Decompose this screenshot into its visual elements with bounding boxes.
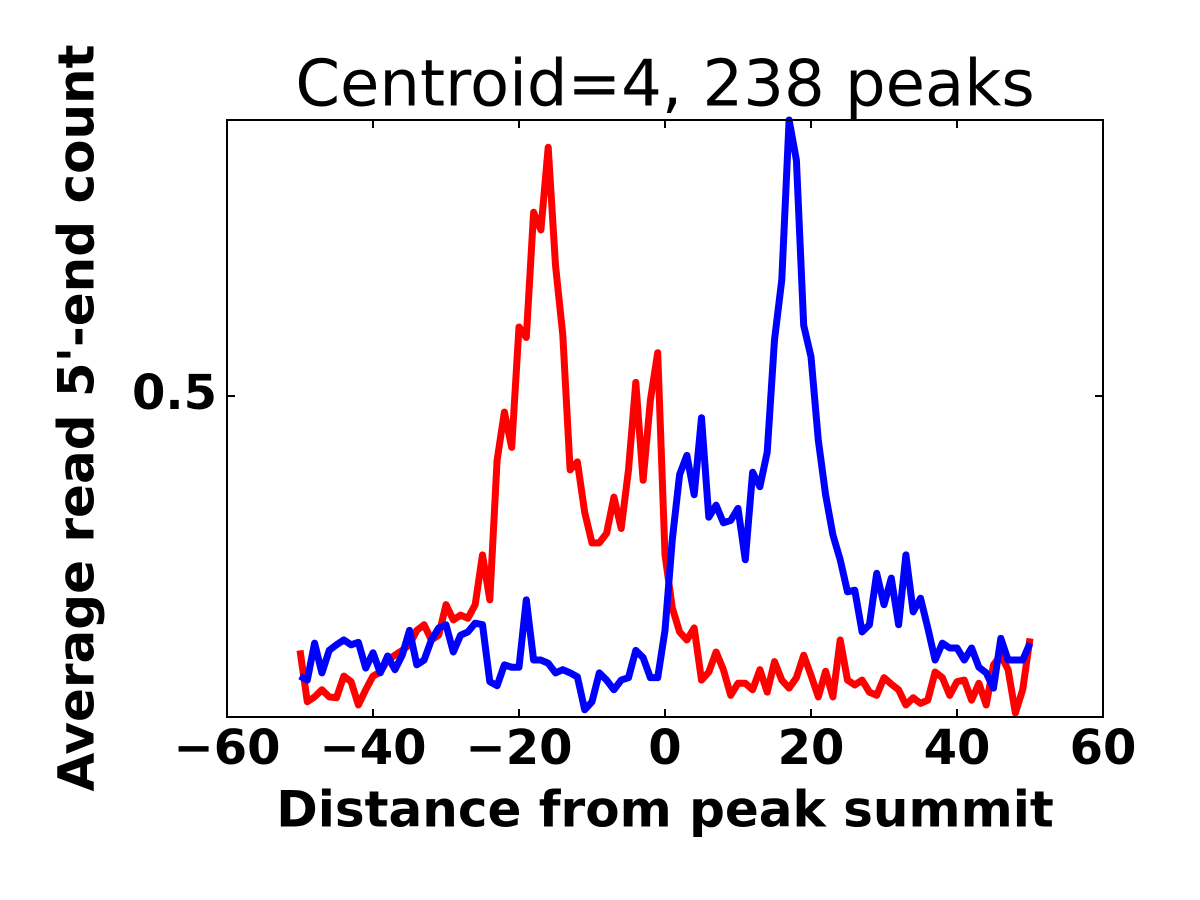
x-tick-label: 0 [648,720,681,776]
data-line [296,143,1034,717]
y-tick-label: 0.5 [132,365,217,421]
x-axis-label: Distance from peak summit [276,781,1054,839]
x-tick-label: 60 [1070,720,1137,776]
x-tick-label: 40 [924,720,991,776]
y-axis-label: Average read 5'-end count [48,44,106,791]
x-tick-label: −60 [173,720,280,776]
data-line [298,116,1034,714]
x-tick-label: −40 [319,720,426,776]
chart-title: Centroid=4, 238 peaks [295,48,1034,122]
x-tick-label: −20 [465,720,572,776]
x-tick-label: 20 [778,720,845,776]
